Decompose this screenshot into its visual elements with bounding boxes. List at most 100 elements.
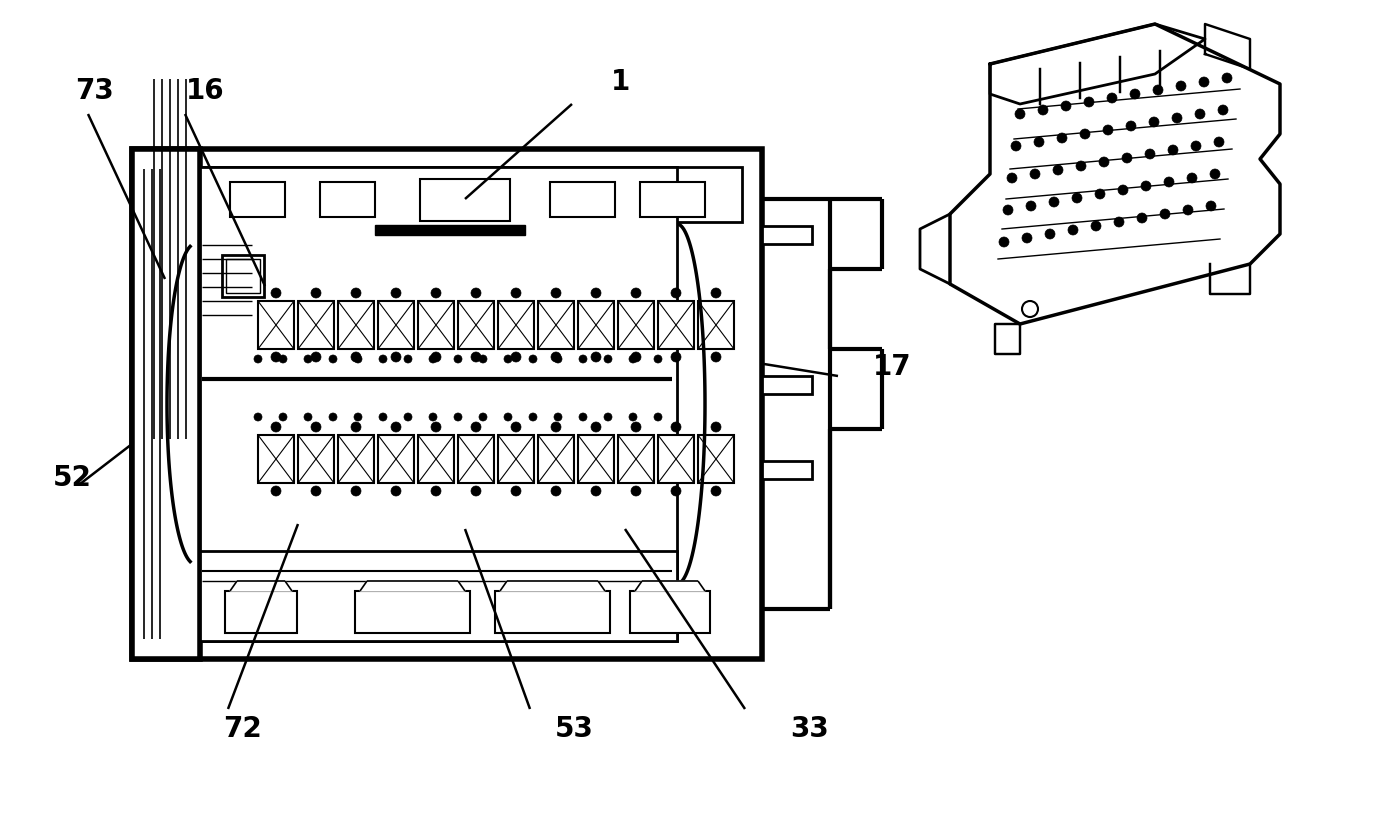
Circle shape — [579, 355, 587, 363]
Text: 33: 33 — [790, 715, 829, 743]
Circle shape — [1168, 145, 1178, 155]
Circle shape — [1118, 185, 1128, 195]
Circle shape — [430, 422, 441, 432]
Circle shape — [1218, 105, 1228, 115]
Bar — [498, 301, 534, 349]
Bar — [419, 179, 509, 221]
Bar — [338, 435, 374, 483]
Bar — [639, 182, 704, 217]
Circle shape — [304, 355, 311, 363]
Circle shape — [1192, 141, 1201, 151]
Circle shape — [511, 288, 520, 298]
Circle shape — [271, 352, 281, 362]
Circle shape — [479, 413, 487, 421]
Bar — [298, 301, 334, 349]
Bar — [230, 182, 285, 217]
Circle shape — [352, 486, 361, 496]
Circle shape — [430, 288, 441, 298]
Circle shape — [631, 288, 641, 298]
Circle shape — [1107, 93, 1117, 103]
Circle shape — [1214, 137, 1223, 147]
Circle shape — [711, 486, 721, 496]
Text: 72: 72 — [223, 715, 262, 743]
Circle shape — [1129, 89, 1140, 99]
Circle shape — [352, 288, 361, 298]
Circle shape — [511, 352, 520, 362]
Circle shape — [591, 352, 601, 362]
Circle shape — [603, 355, 612, 363]
Circle shape — [379, 355, 388, 363]
Circle shape — [392, 422, 401, 432]
Text: 53: 53 — [555, 715, 594, 743]
Circle shape — [628, 413, 637, 421]
Circle shape — [1014, 109, 1026, 119]
Circle shape — [1038, 105, 1048, 115]
Circle shape — [329, 355, 336, 363]
Circle shape — [354, 413, 363, 421]
Circle shape — [404, 355, 412, 363]
Circle shape — [999, 237, 1009, 247]
Bar — [338, 301, 374, 349]
Bar — [538, 301, 574, 349]
Bar — [458, 301, 494, 349]
Circle shape — [471, 288, 482, 298]
Bar — [657, 301, 693, 349]
Bar — [498, 435, 534, 483]
Circle shape — [304, 413, 311, 421]
Circle shape — [471, 422, 482, 432]
Circle shape — [551, 486, 561, 496]
Circle shape — [1138, 213, 1147, 223]
Circle shape — [671, 422, 681, 432]
Circle shape — [551, 288, 561, 298]
Bar — [226, 259, 260, 293]
Bar — [763, 461, 812, 479]
Circle shape — [1199, 77, 1210, 87]
Text: 1: 1 — [610, 68, 630, 96]
Circle shape — [1073, 193, 1082, 203]
Circle shape — [1057, 133, 1067, 143]
Circle shape — [1091, 221, 1102, 231]
Circle shape — [551, 422, 561, 432]
Circle shape — [1021, 301, 1038, 317]
Bar — [579, 435, 614, 483]
Circle shape — [1003, 205, 1013, 215]
Bar — [378, 301, 414, 349]
Circle shape — [379, 413, 388, 421]
Circle shape — [392, 486, 401, 496]
Circle shape — [1049, 197, 1059, 207]
Circle shape — [311, 288, 321, 298]
Circle shape — [671, 288, 681, 298]
Circle shape — [1114, 217, 1124, 227]
Circle shape — [392, 288, 401, 298]
Bar — [619, 301, 655, 349]
Circle shape — [1095, 189, 1104, 199]
Bar — [226, 591, 298, 633]
Polygon shape — [230, 581, 292, 591]
Circle shape — [1068, 225, 1078, 235]
Circle shape — [354, 355, 363, 363]
Circle shape — [329, 413, 336, 421]
Circle shape — [711, 352, 721, 362]
Bar — [257, 435, 293, 483]
Bar — [538, 435, 574, 483]
Circle shape — [430, 352, 441, 362]
Circle shape — [471, 486, 482, 496]
Bar — [630, 591, 710, 633]
Circle shape — [1205, 201, 1217, 211]
Circle shape — [280, 355, 286, 363]
Bar — [698, 301, 734, 349]
Circle shape — [429, 413, 437, 421]
Text: 52: 52 — [53, 464, 91, 492]
Circle shape — [1008, 173, 1017, 183]
Circle shape — [1030, 169, 1039, 179]
Circle shape — [479, 355, 487, 363]
Circle shape — [1099, 157, 1109, 167]
Circle shape — [671, 486, 681, 496]
Circle shape — [511, 486, 520, 496]
Circle shape — [529, 355, 537, 363]
Text: 73: 73 — [75, 77, 113, 105]
Bar — [458, 435, 494, 483]
Bar — [579, 301, 614, 349]
Circle shape — [529, 413, 537, 421]
Bar — [131, 149, 763, 659]
